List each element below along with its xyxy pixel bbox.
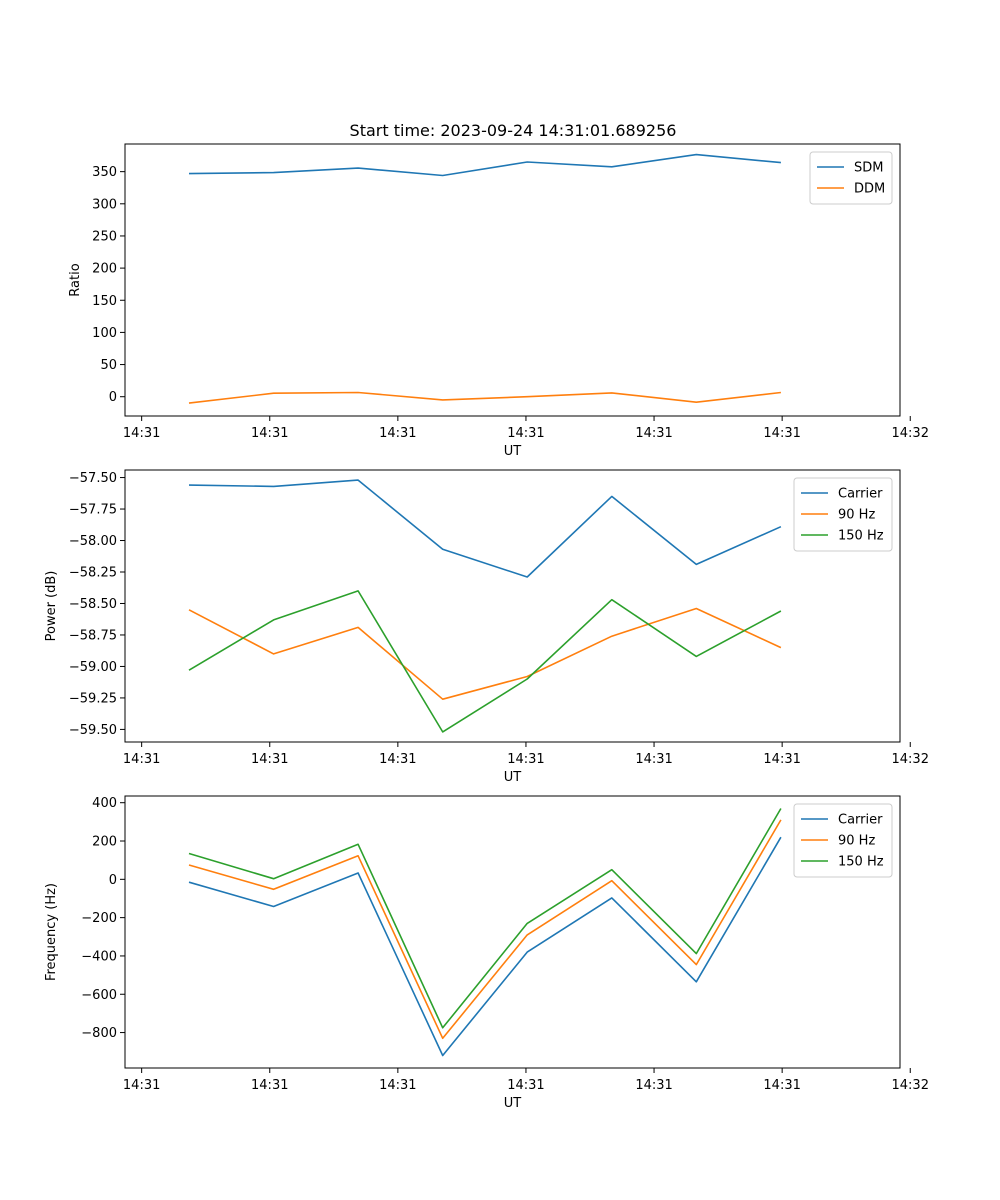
x-tick-label: 14:31 — [507, 752, 544, 767]
legend: Carrier 90 Hz 150 Hz — [793, 477, 893, 552]
power-panel: 14:31 14:31 14:31 14:31 14:31 14:31 14:32 −59.5… — [44, 469, 929, 785]
x-tick-label: 14:31 — [635, 752, 672, 767]
x-tick-label: 14:31 — [251, 426, 288, 441]
y-tick-label: −57.75 — [69, 503, 117, 518]
x-tick-label: 14:31 — [763, 752, 800, 767]
y-tick-label: 150 — [92, 294, 117, 309]
y-tick-label: 200 — [92, 262, 117, 277]
series-line-90-hz — [188, 607, 782, 701]
y-tick-label: −58.25 — [69, 566, 117, 581]
y-tick-label: 350 — [92, 165, 117, 180]
legend: Carrier 90 Hz 150 Hz — [793, 803, 893, 878]
y-axis-label: Ratio — [68, 263, 83, 296]
y-tick-label: 200 — [92, 835, 117, 850]
legend-label-carrier: Carrier — [838, 813, 883, 828]
axes-frame — [124, 469, 901, 743]
y-tick-label: 400 — [92, 796, 117, 811]
x-tick-label: 14:31 — [379, 1078, 416, 1093]
series-line-carrier — [188, 479, 782, 578]
series-line-150-hz — [188, 808, 782, 1029]
y-tick-label: −57.50 — [69, 471, 117, 486]
y-tick-label: −58.75 — [69, 628, 117, 643]
x-tick-label: 14:31 — [123, 1078, 160, 1093]
x-axis-label: UT — [504, 770, 522, 785]
legend-label-150-hz: 150 Hz — [838, 855, 884, 870]
y-tick-label: 0 — [109, 873, 117, 888]
y-tick-label: 250 — [92, 229, 117, 244]
legend: SDM DDM — [809, 151, 893, 205]
y-tick-label: 50 — [100, 358, 117, 373]
y-tick-label: 300 — [92, 197, 117, 212]
series-line-carrier — [188, 836, 782, 1057]
chart-title: Start time: 2023-09-24 14:31:01.689256 — [350, 121, 677, 140]
x-tick-label: 14:31 — [251, 752, 288, 767]
x-tick-label: 14:31 — [635, 1078, 672, 1093]
legend-label-150-hz: 150 Hz — [838, 529, 884, 544]
y-tick-label: −58.50 — [69, 597, 117, 612]
y-tick-label: −600 — [81, 988, 117, 1003]
x-tick-label: 14:32 — [892, 752, 929, 767]
y-tick-label: −59.25 — [69, 691, 117, 706]
series-line-ddm — [188, 391, 781, 404]
frequency-panel: 14:31 14:31 14:31 14:31 14:31 14:31 14:32 −800 −… — [44, 795, 929, 1111]
x-tick-label: 14:31 — [123, 752, 160, 767]
series-line-sdm — [188, 153, 781, 177]
x-tick-label: 14:32 — [892, 1078, 929, 1093]
legend-frame — [809, 151, 893, 205]
x-tick-label: 14:31 — [123, 426, 160, 441]
y-tick-label: 0 — [109, 390, 117, 405]
y-tick-label: −58.00 — [69, 534, 117, 549]
legend-label-90-hz: 90 Hz — [838, 834, 875, 849]
x-tick-label: 14:32 — [892, 426, 929, 441]
axes-frame — [124, 143, 901, 417]
series-line-150-hz — [188, 590, 782, 733]
x-tick-label: 14:31 — [507, 1078, 544, 1093]
axes-frame — [124, 795, 901, 1069]
x-tick-label: 14:31 — [379, 752, 416, 767]
legend-label-90-hz: 90 Hz — [838, 508, 875, 523]
x-tick-label: 14:31 — [635, 426, 672, 441]
y-axis-label: Power (dB) — [44, 571, 59, 642]
legend-label-carrier: Carrier — [838, 487, 883, 502]
series-line-90-hz — [188, 819, 782, 1040]
y-tick-label: −800 — [81, 1026, 117, 1041]
y-tick-label: −200 — [81, 911, 117, 926]
x-tick-label: 14:31 — [763, 1078, 800, 1093]
legend-frame — [793, 477, 893, 552]
legend-label-sdm: SDM — [854, 161, 883, 176]
x-axis-label: UT — [504, 444, 522, 459]
x-tick-label: 14:31 — [507, 426, 544, 441]
x-tick-label: 14:31 — [379, 426, 416, 441]
ratio-panel: 14:31 14:31 14:31 14:31 14:31 14:31 14:32 0 50 10… — [68, 143, 929, 459]
legend-label-ddm: DDM — [854, 182, 885, 197]
x-tick-label: 14:31 — [251, 1078, 288, 1093]
x-tick-label: 14:31 — [763, 426, 800, 441]
y-axis-label: Frequency (Hz) — [44, 883, 59, 981]
y-tick-label: 100 — [92, 326, 117, 341]
y-tick-label: −400 — [81, 949, 117, 964]
y-tick-label: −59.50 — [69, 723, 117, 738]
legend-frame — [793, 803, 893, 878]
x-axis-label: UT — [504, 1096, 522, 1111]
y-tick-label: −59.00 — [69, 660, 117, 675]
